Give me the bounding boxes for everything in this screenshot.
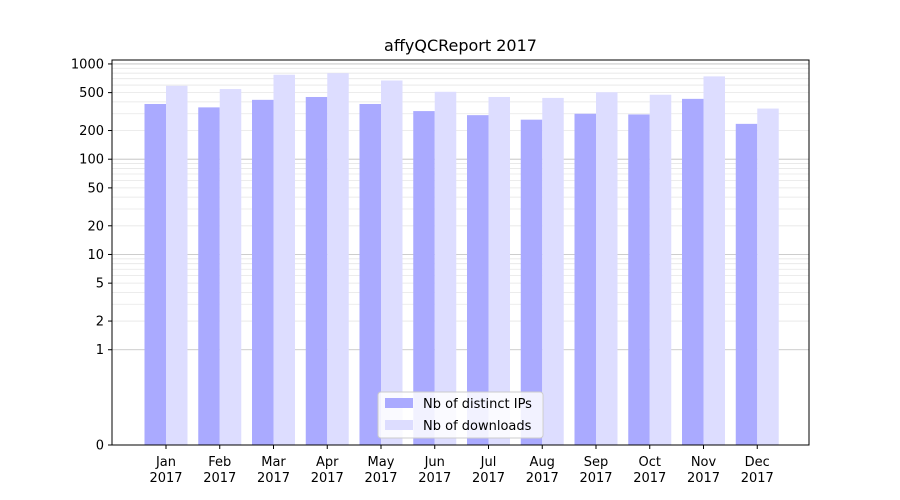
bar-distinct-ips	[144, 103, 166, 445]
bar-downloads	[381, 80, 403, 445]
x-tick-label-month: Jul	[480, 455, 497, 470]
bar-downloads	[434, 91, 457, 445]
y-tick-label: 50	[87, 181, 104, 196]
x-tick-label-month: Feb	[208, 455, 231, 470]
bar-distinct-ips	[467, 115, 489, 445]
bar-downloads	[327, 73, 349, 445]
x-tick-label-year: 2017	[472, 471, 505, 486]
y-tick-label: 200	[79, 124, 104, 139]
legend-label-ips: Nb of distinct IPs	[423, 397, 532, 412]
legend-label-downloads: Nb of downloads	[423, 419, 532, 434]
bar-downloads	[166, 85, 188, 446]
bar-distinct-ips	[682, 98, 704, 446]
x-tick-label-year: 2017	[149, 471, 182, 486]
y-tick-label: 0	[96, 439, 104, 454]
x-tick-label-month: Apr	[316, 455, 339, 470]
bar-distinct-ips	[574, 113, 596, 446]
y-tick-label: 20	[87, 219, 104, 234]
bar-downloads	[703, 76, 725, 446]
bar-downloads	[219, 89, 242, 446]
x-tick-label-month: Jun	[424, 455, 445, 470]
x-tick-label-month: Dec	[745, 455, 770, 470]
y-tick-label: 1000	[71, 57, 104, 72]
x-tick-label-year: 2017	[633, 471, 666, 486]
bar-downloads	[542, 97, 564, 446]
bar-downloads	[649, 94, 672, 445]
x-tick-label-year: 2017	[418, 471, 451, 486]
bar-distinct-ips	[520, 119, 543, 446]
y-tick-label: 2	[96, 315, 104, 330]
bar-downloads	[488, 96, 510, 445]
chart-title: affyQCReport 2017	[384, 36, 537, 55]
y-tick-label: 100	[79, 153, 104, 168]
x-tick-label-month: Oct	[639, 455, 661, 470]
y-tick-label: 1	[96, 343, 104, 358]
x-tick-label-month: Aug	[530, 455, 555, 470]
x-tick-label-month: May	[368, 455, 395, 470]
x-tick-label-year: 2017	[364, 471, 397, 486]
x-tick-label-month: Mar	[261, 455, 286, 470]
bar-downloads	[757, 108, 779, 445]
plot-frame	[111, 59, 810, 446]
bar-distinct-ips	[198, 107, 220, 445]
y-tick-label: 5	[96, 277, 104, 292]
x-tick-label-month: Sep	[584, 455, 609, 470]
bar-distinct-ips	[628, 114, 650, 445]
y-tick-label: 10	[87, 248, 104, 263]
legend-box	[377, 391, 544, 439]
legend-swatch-downloads	[385, 420, 413, 430]
bar-distinct-ips	[735, 123, 758, 446]
bar-distinct-ips	[252, 99, 274, 445]
x-tick-label-year: 2017	[741, 471, 774, 486]
x-tick-label-year: 2017	[311, 471, 344, 486]
legend: Nb of distinct IPs Nb of downloads	[377, 391, 544, 439]
y-tick-label: 500	[79, 86, 104, 101]
y-axis: 0 1 2 5 10 20 50 100 200 500 1000	[71, 57, 112, 454]
x-tick-label-month: Nov	[691, 455, 717, 470]
x-tick-label-year: 2017	[257, 471, 290, 486]
bar-downloads	[596, 92, 618, 445]
x-tick-label-year: 2017	[203, 471, 236, 486]
bar-distinct-ips	[359, 103, 381, 445]
bar-distinct-ips	[413, 111, 435, 446]
x-axis: Jan2017Feb2017Mar2017Apr2017May2017Jun20…	[149, 445, 774, 486]
x-tick-label-month: Jan	[155, 455, 176, 470]
bar-distinct-ips	[305, 96, 328, 445]
x-tick-label-year: 2017	[687, 471, 720, 486]
bar-downloads	[273, 74, 295, 446]
bars	[144, 73, 779, 446]
legend-swatch-ips	[385, 398, 413, 408]
x-tick-label-year: 2017	[526, 471, 559, 486]
x-tick-label-year: 2017	[579, 471, 612, 486]
